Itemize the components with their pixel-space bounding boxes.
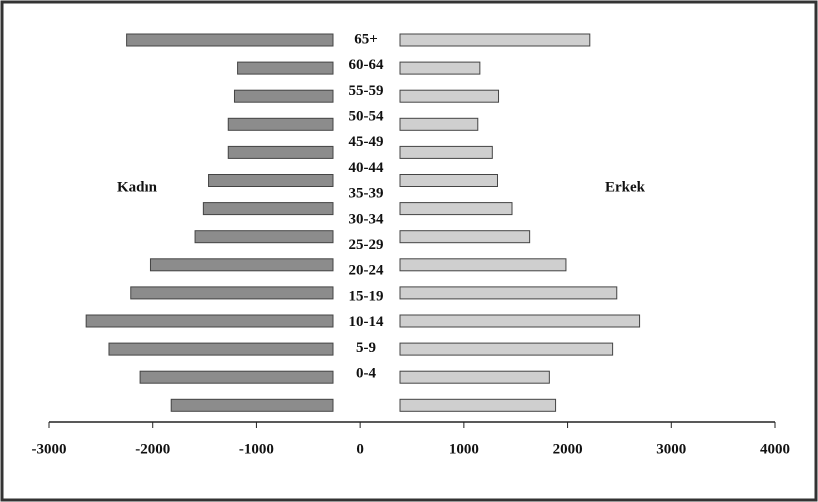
x-tick-label: 3000 <box>656 441 686 457</box>
category-label: 30-34 <box>349 211 384 227</box>
bar <box>399 258 567 272</box>
bar <box>139 370 334 384</box>
bar <box>399 61 481 75</box>
bar <box>126 33 334 47</box>
category-label: 55-59 <box>349 83 384 99</box>
x-tick-label: -2000 <box>135 441 170 457</box>
bar <box>149 258 334 272</box>
x-tick-label: 0 <box>356 441 364 457</box>
category-label: 10-14 <box>349 314 384 330</box>
category-label: 5-9 <box>356 340 376 356</box>
category-label: 15-19 <box>349 288 384 304</box>
bar <box>399 286 618 300</box>
bar <box>399 398 557 412</box>
category-label: 35-39 <box>349 186 384 202</box>
bar <box>208 174 334 187</box>
x-tick-label: -3000 <box>32 441 67 457</box>
category-label: 65+ <box>354 31 378 47</box>
bar <box>399 174 498 187</box>
bar <box>399 370 550 384</box>
x-tick-label: 4000 <box>760 441 790 457</box>
bar <box>237 61 334 75</box>
category-label: 50-54 <box>349 109 384 125</box>
bar <box>194 230 334 244</box>
category-label: 20-24 <box>349 263 384 279</box>
x-tick-label: 1000 <box>449 441 479 457</box>
category-label: 40-44 <box>349 160 384 176</box>
x-tick-label: -1000 <box>239 441 274 457</box>
bar <box>85 314 334 328</box>
bar <box>399 33 591 47</box>
category-label: 45-49 <box>349 134 384 150</box>
bar <box>399 89 500 103</box>
bar <box>399 117 479 131</box>
bar <box>130 286 334 300</box>
series-label: Erkek <box>605 179 646 195</box>
x-tick-label: 2000 <box>553 441 583 457</box>
bar <box>399 314 641 328</box>
bar <box>227 145 334 159</box>
bar <box>227 117 334 131</box>
category-label: 0-4 <box>356 366 376 382</box>
bar <box>233 89 334 103</box>
category-label: 25-29 <box>349 237 384 253</box>
bar <box>108 342 334 356</box>
bar <box>399 145 493 159</box>
bar <box>399 230 531 244</box>
bar <box>170 398 334 412</box>
bar <box>202 202 334 216</box>
bar <box>399 202 513 216</box>
series-label: Kadın <box>117 179 158 195</box>
category-label: 60-64 <box>349 57 384 73</box>
bar <box>399 342 614 356</box>
